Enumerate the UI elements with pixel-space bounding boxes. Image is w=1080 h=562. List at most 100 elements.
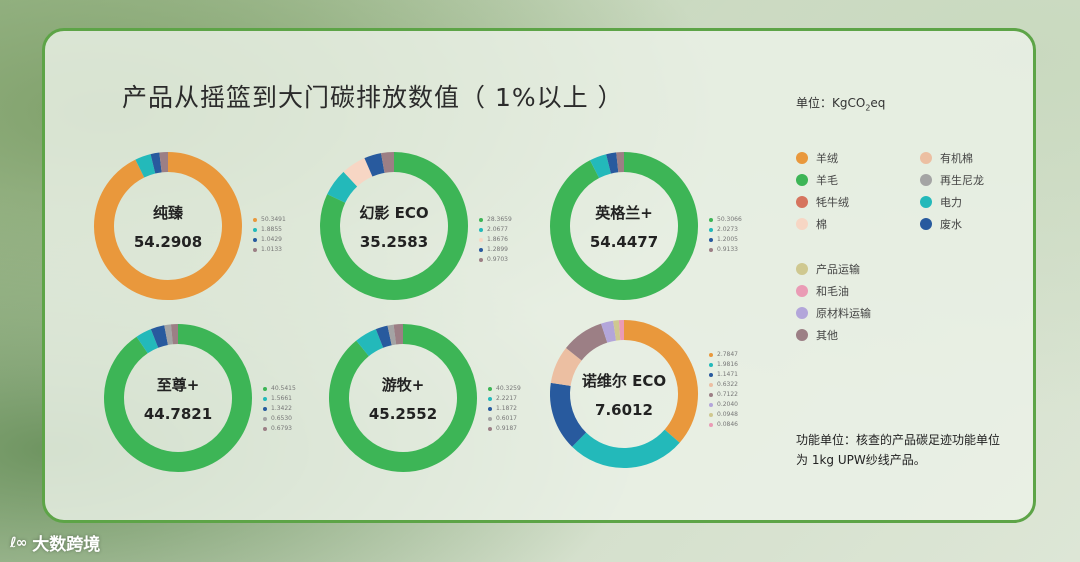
product-total: 54.2908 xyxy=(133,232,203,251)
slice-value-text: 2.2217 xyxy=(496,395,517,402)
donut-slice xyxy=(320,152,468,300)
slice-color-dot xyxy=(263,427,267,431)
watermark: ℓ∞ 大数跨境 xyxy=(10,530,100,556)
donut-slice xyxy=(104,324,252,472)
slice-value-text: 1.3422 xyxy=(271,405,292,412)
donut-slice xyxy=(164,324,173,345)
slice-value-list: 40.5415 1.5661 1.3422 0.6530 0.6793 xyxy=(263,384,296,434)
product-name: 纯臻 xyxy=(152,203,183,222)
legend-label: 羊毛 xyxy=(816,174,838,187)
legend-color-dot xyxy=(920,196,932,208)
slice-value-text: 50.3066 xyxy=(717,216,742,223)
donut-chart: 幻影 ECO 35.2583 xyxy=(318,150,470,302)
donut-slice xyxy=(601,320,617,343)
product-name: 游牧+ xyxy=(381,375,425,394)
slice-value: 40.5415 xyxy=(263,384,296,394)
slice-color-dot xyxy=(263,387,267,391)
slice-color-dot xyxy=(709,423,713,427)
slice-value: 1.9816 xyxy=(709,360,738,370)
donut-slice xyxy=(613,320,621,341)
legend-item: 和毛油 xyxy=(796,283,849,299)
slice-value-text: 0.9133 xyxy=(717,246,738,253)
donut-slice xyxy=(364,153,385,177)
donut-svg xyxy=(104,324,252,472)
legend-item: 羊毛 xyxy=(796,172,838,188)
donut-slice xyxy=(550,152,698,300)
slice-value: 1.8676 xyxy=(479,235,512,245)
slice-value: 1.2899 xyxy=(479,245,512,255)
slice-value: 1.2005 xyxy=(709,235,742,245)
slice-value: 0.2040 xyxy=(709,400,738,410)
slice-value-text: 2.0677 xyxy=(487,226,508,233)
slice-color-dot xyxy=(709,413,713,417)
slice-value: 2.0273 xyxy=(709,225,742,235)
slice-value-text: 1.0429 xyxy=(261,236,282,243)
legend-item: 废水 xyxy=(920,216,962,232)
slice-color-dot xyxy=(709,238,713,242)
slice-value: 2.0677 xyxy=(479,225,512,235)
slice-color-dot xyxy=(709,383,713,387)
slice-value: 1.0429 xyxy=(253,235,286,245)
slice-value-list: 40.3259 2.2217 1.1872 0.6017 0.9187 xyxy=(488,384,521,434)
donut-slice xyxy=(356,329,384,357)
slice-color-dot xyxy=(253,238,257,242)
slice-value: 0.6322 xyxy=(709,380,738,390)
slice-value: 1.1471 xyxy=(709,370,738,380)
slice-value-list: 28.3659 2.0677 1.8676 1.2899 0.9703 xyxy=(479,215,512,265)
legend-item: 棉 xyxy=(796,216,827,232)
slice-value-text: 1.8855 xyxy=(261,226,282,233)
slice-color-dot xyxy=(488,387,492,391)
slice-value-text: 0.6530 xyxy=(271,415,292,422)
donut-center: 英格兰+ 54.4477 xyxy=(548,150,700,302)
donut-center: 至尊+ 44.7821 xyxy=(102,322,254,474)
legend-item: 其他 xyxy=(796,327,838,343)
donut-slice xyxy=(589,154,612,179)
donut-svg xyxy=(329,324,477,472)
slice-value: 50.3491 xyxy=(253,215,286,225)
slice-color-dot xyxy=(488,407,492,411)
donut-slice xyxy=(623,320,698,443)
donut-slice xyxy=(327,171,358,204)
product-total: 44.7821 xyxy=(143,404,213,423)
slice-value: 0.6530 xyxy=(263,414,296,424)
legend-label: 再生尼龙 xyxy=(940,174,984,187)
slice-value-text: 40.5415 xyxy=(271,385,296,392)
slice-color-dot xyxy=(263,397,267,401)
product-name: 至尊+ xyxy=(156,375,200,394)
slice-color-dot xyxy=(263,407,267,411)
product-name: 诺维尔 ECO xyxy=(581,371,667,390)
slice-color-dot xyxy=(479,248,483,252)
legend-item: 羊绒 xyxy=(796,150,838,166)
slice-color-dot xyxy=(263,417,267,421)
donut-chart: 诺维尔 ECO 7.6012 xyxy=(548,318,700,470)
legend-item: 电力 xyxy=(920,194,962,210)
slice-color-dot xyxy=(253,228,257,232)
slice-value: 0.0948 xyxy=(709,410,738,420)
donut-slice xyxy=(150,152,162,174)
slice-color-dot xyxy=(709,393,713,397)
slice-value-text: 0.0948 xyxy=(717,411,738,418)
product-name: 英格兰+ xyxy=(595,203,653,222)
slice-value: 28.3659 xyxy=(479,215,512,225)
donut-chart: 英格兰+ 54.4477 xyxy=(548,150,700,302)
legend-color-dot xyxy=(796,329,808,341)
slice-value-list: 50.3066 2.0273 1.2005 0.9133 xyxy=(709,215,742,255)
product-total: 45.2552 xyxy=(368,404,438,423)
legend-color-dot xyxy=(796,196,808,208)
slice-value: 2.2217 xyxy=(488,394,521,404)
donut-slice xyxy=(343,158,373,187)
donut-slice xyxy=(94,152,242,300)
slice-value-text: 1.1872 xyxy=(496,405,517,412)
legend-color-dot xyxy=(796,285,808,297)
slice-value-text: 2.0273 xyxy=(717,226,738,233)
slice-color-dot xyxy=(253,248,257,252)
legend-color-dot xyxy=(796,263,808,275)
slice-value-text: 0.6017 xyxy=(496,415,517,422)
slice-value-text: 1.9816 xyxy=(717,361,738,368)
slice-value: 0.6017 xyxy=(488,414,521,424)
product-total: 35.2583 xyxy=(359,232,429,251)
donut-slice xyxy=(381,152,395,173)
legend-color-dot xyxy=(920,174,932,186)
donut-slice xyxy=(393,324,404,345)
slice-value: 2.7847 xyxy=(709,350,738,360)
